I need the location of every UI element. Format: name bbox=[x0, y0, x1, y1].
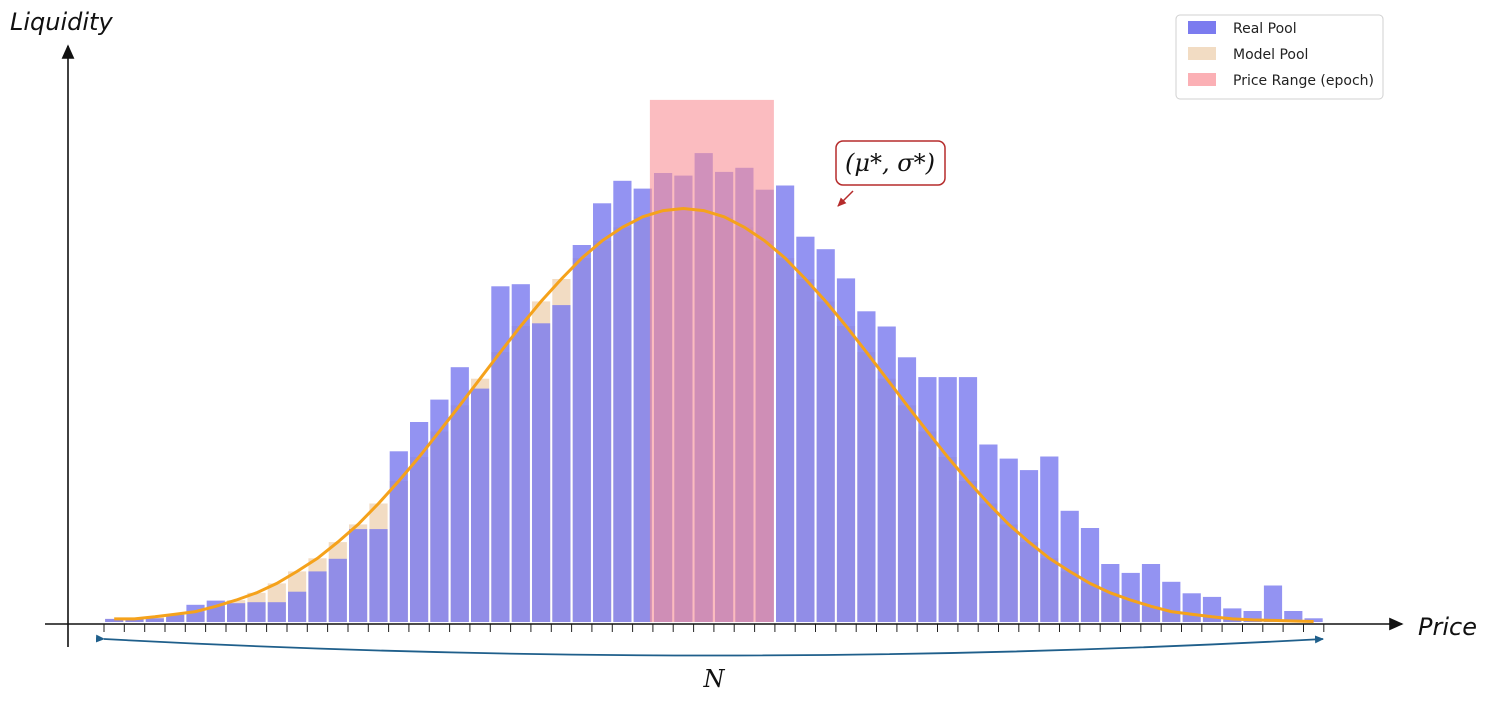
real-pool-bar bbox=[288, 591, 307, 622]
real-pool-bar bbox=[938, 377, 957, 622]
real-pool-bar bbox=[979, 444, 998, 622]
real-pool-bar bbox=[1162, 581, 1181, 622]
range-n-arrow bbox=[95, 634, 1324, 657]
real-pool-bar bbox=[958, 377, 978, 622]
real-pool-bar bbox=[897, 357, 917, 622]
real-pool-bar bbox=[145, 618, 164, 622]
x-axis-ticks bbox=[103, 624, 1325, 632]
real-pool-bar bbox=[836, 278, 856, 622]
real-pool-bar bbox=[552, 305, 571, 622]
price-range-epoch-band bbox=[649, 99, 774, 622]
real-pool-bar bbox=[633, 188, 652, 622]
real-pool-bar bbox=[105, 618, 124, 622]
real-pool-bar bbox=[1263, 585, 1283, 622]
real-pool-bar bbox=[328, 558, 347, 622]
real-pool-bar bbox=[511, 284, 530, 622]
real-pool-bar bbox=[1060, 510, 1079, 622]
real-pool-bar bbox=[1243, 611, 1262, 622]
real-pool-bar bbox=[125, 618, 144, 622]
legend-label-model: Model Pool bbox=[1233, 47, 1308, 63]
real-pool-bar bbox=[857, 311, 876, 622]
legend-frame bbox=[1175, 14, 1384, 100]
real-pool-bar bbox=[593, 203, 612, 623]
real-pool-bar bbox=[877, 326, 896, 622]
legend-label-real: Real Pool bbox=[1233, 21, 1297, 37]
legend: Real Pool Model Pool Price Range (epoch) bbox=[1175, 14, 1384, 100]
real-pool-bar bbox=[1080, 528, 1100, 622]
real-pool-bar bbox=[410, 422, 429, 622]
real-pool-bar bbox=[918, 377, 937, 622]
x-axis-label: Price bbox=[1418, 613, 1477, 641]
real-pool-bar bbox=[1040, 456, 1059, 622]
real-pool-bar bbox=[613, 180, 632, 623]
real-pool-bar bbox=[369, 529, 388, 622]
real-pool-bar bbox=[1019, 470, 1039, 622]
real-pool-bar bbox=[267, 602, 286, 622]
real-pool-bar bbox=[532, 323, 551, 622]
real-pool-bar bbox=[796, 236, 815, 622]
parameter-pointer-arrow bbox=[837, 190, 854, 207]
real-pool-bar bbox=[816, 249, 835, 622]
real-pool-bar bbox=[572, 245, 591, 622]
real-pool-bar bbox=[776, 185, 795, 622]
fitted-gaussian-curve bbox=[114, 206, 1314, 623]
real-pool-bar bbox=[999, 458, 1018, 622]
legend-swatch-model bbox=[1188, 47, 1216, 60]
legend-swatch-range bbox=[1188, 73, 1216, 86]
parameter-label-box bbox=[835, 140, 946, 186]
real-pool-bar bbox=[389, 451, 408, 622]
real-pool-bar bbox=[430, 399, 449, 622]
real-pool-bar bbox=[491, 286, 510, 622]
real-pool-bar bbox=[1141, 564, 1161, 622]
parameter-label: (μ*, σ*) bbox=[845, 149, 935, 177]
real-pool-bar bbox=[349, 529, 368, 622]
real-pool-bar bbox=[450, 367, 469, 622]
real-pool-bar bbox=[227, 603, 246, 622]
real-pool-bar bbox=[1182, 593, 1201, 622]
legend-swatch-real bbox=[1188, 21, 1216, 34]
real-pool-bar bbox=[1284, 611, 1303, 622]
real-pool-bar bbox=[247, 602, 266, 622]
real-pool-bar bbox=[308, 571, 327, 622]
y-axis-label: Liquidity bbox=[10, 8, 113, 36]
real-pool-bar bbox=[166, 614, 185, 622]
range-n-label: N bbox=[703, 665, 726, 693]
legend-label-range: Price Range (epoch) bbox=[1233, 73, 1374, 89]
real-pool-bar bbox=[1121, 572, 1140, 622]
real-pool-bar bbox=[471, 388, 490, 622]
